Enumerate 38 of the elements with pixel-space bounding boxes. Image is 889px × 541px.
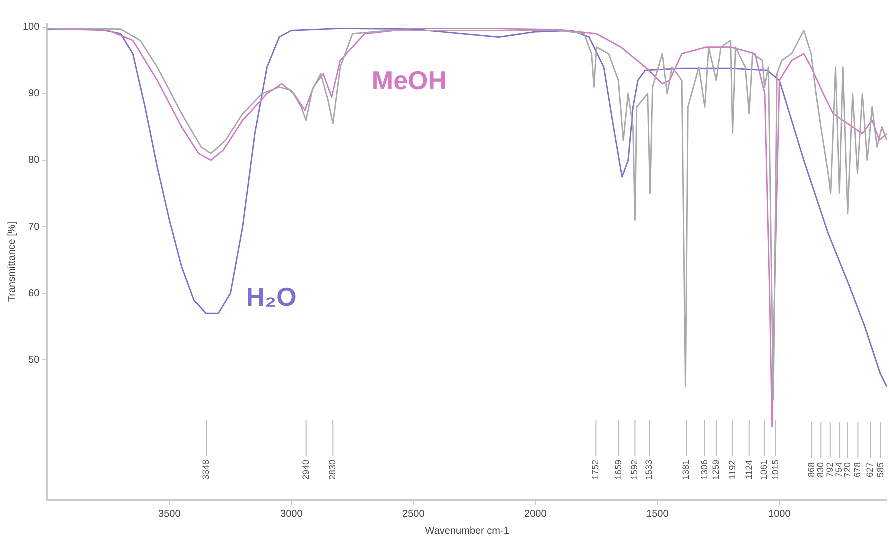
ref-line-label: 1381 (681, 460, 692, 480)
ref-line-label: 1306 (699, 460, 710, 480)
ref-line-label: 678 (852, 462, 863, 478)
x-tick-label: 1500 (646, 508, 670, 520)
ref-line-label: 1015 (770, 460, 780, 480)
y-axis-title: Transmittance [%] (6, 222, 18, 302)
y-tick-label: 80 (28, 155, 40, 166)
ref-line-label: 1752 (590, 460, 601, 480)
ref-line-label: 1061 (759, 460, 770, 480)
ref-line-label: 3348 (201, 460, 212, 480)
y-tick-label: 90 (28, 88, 40, 100)
y-tick-label: 60 (28, 288, 40, 300)
ref-line-label: 627 (865, 462, 876, 478)
x-tick-label: 2000 (524, 508, 548, 520)
ref-line-label: 720 (842, 462, 852, 478)
x-tick-label: 3500 (158, 508, 182, 520)
x-tick-label: 1000 (768, 508, 792, 520)
ref-line-label: 1192 (727, 460, 738, 480)
ref-line-label: 830 (816, 462, 826, 478)
ref-line-label: 1124 (744, 460, 754, 480)
ref-line-label: 868 (806, 462, 816, 478)
ref-line-label: 1592 (630, 460, 640, 480)
ref-line-label: 1259 (710, 460, 721, 480)
y-tick-label: 50 (28, 354, 40, 366)
y-tick-label: 100 (22, 22, 40, 34)
ref-line-label: 2830 (328, 460, 338, 480)
ref-line-label: 2940 (300, 460, 311, 480)
ref-line-label: 585 (875, 462, 886, 478)
x-axis-title: Wavenumber cm-1 (425, 526, 510, 537)
ref-line-label: 1533 (644, 460, 654, 480)
series-label: H₂O (246, 282, 297, 312)
x-tick-label: 3000 (280, 508, 304, 520)
series-label: MeOH (372, 65, 448, 96)
y-tick-label: 70 (28, 222, 40, 233)
ref-line-label: 792 (824, 462, 835, 478)
x-tick-label: 2500 (402, 508, 426, 520)
ref-line-label: 754 (834, 462, 844, 478)
ref-line-label: 1659 (613, 460, 624, 480)
